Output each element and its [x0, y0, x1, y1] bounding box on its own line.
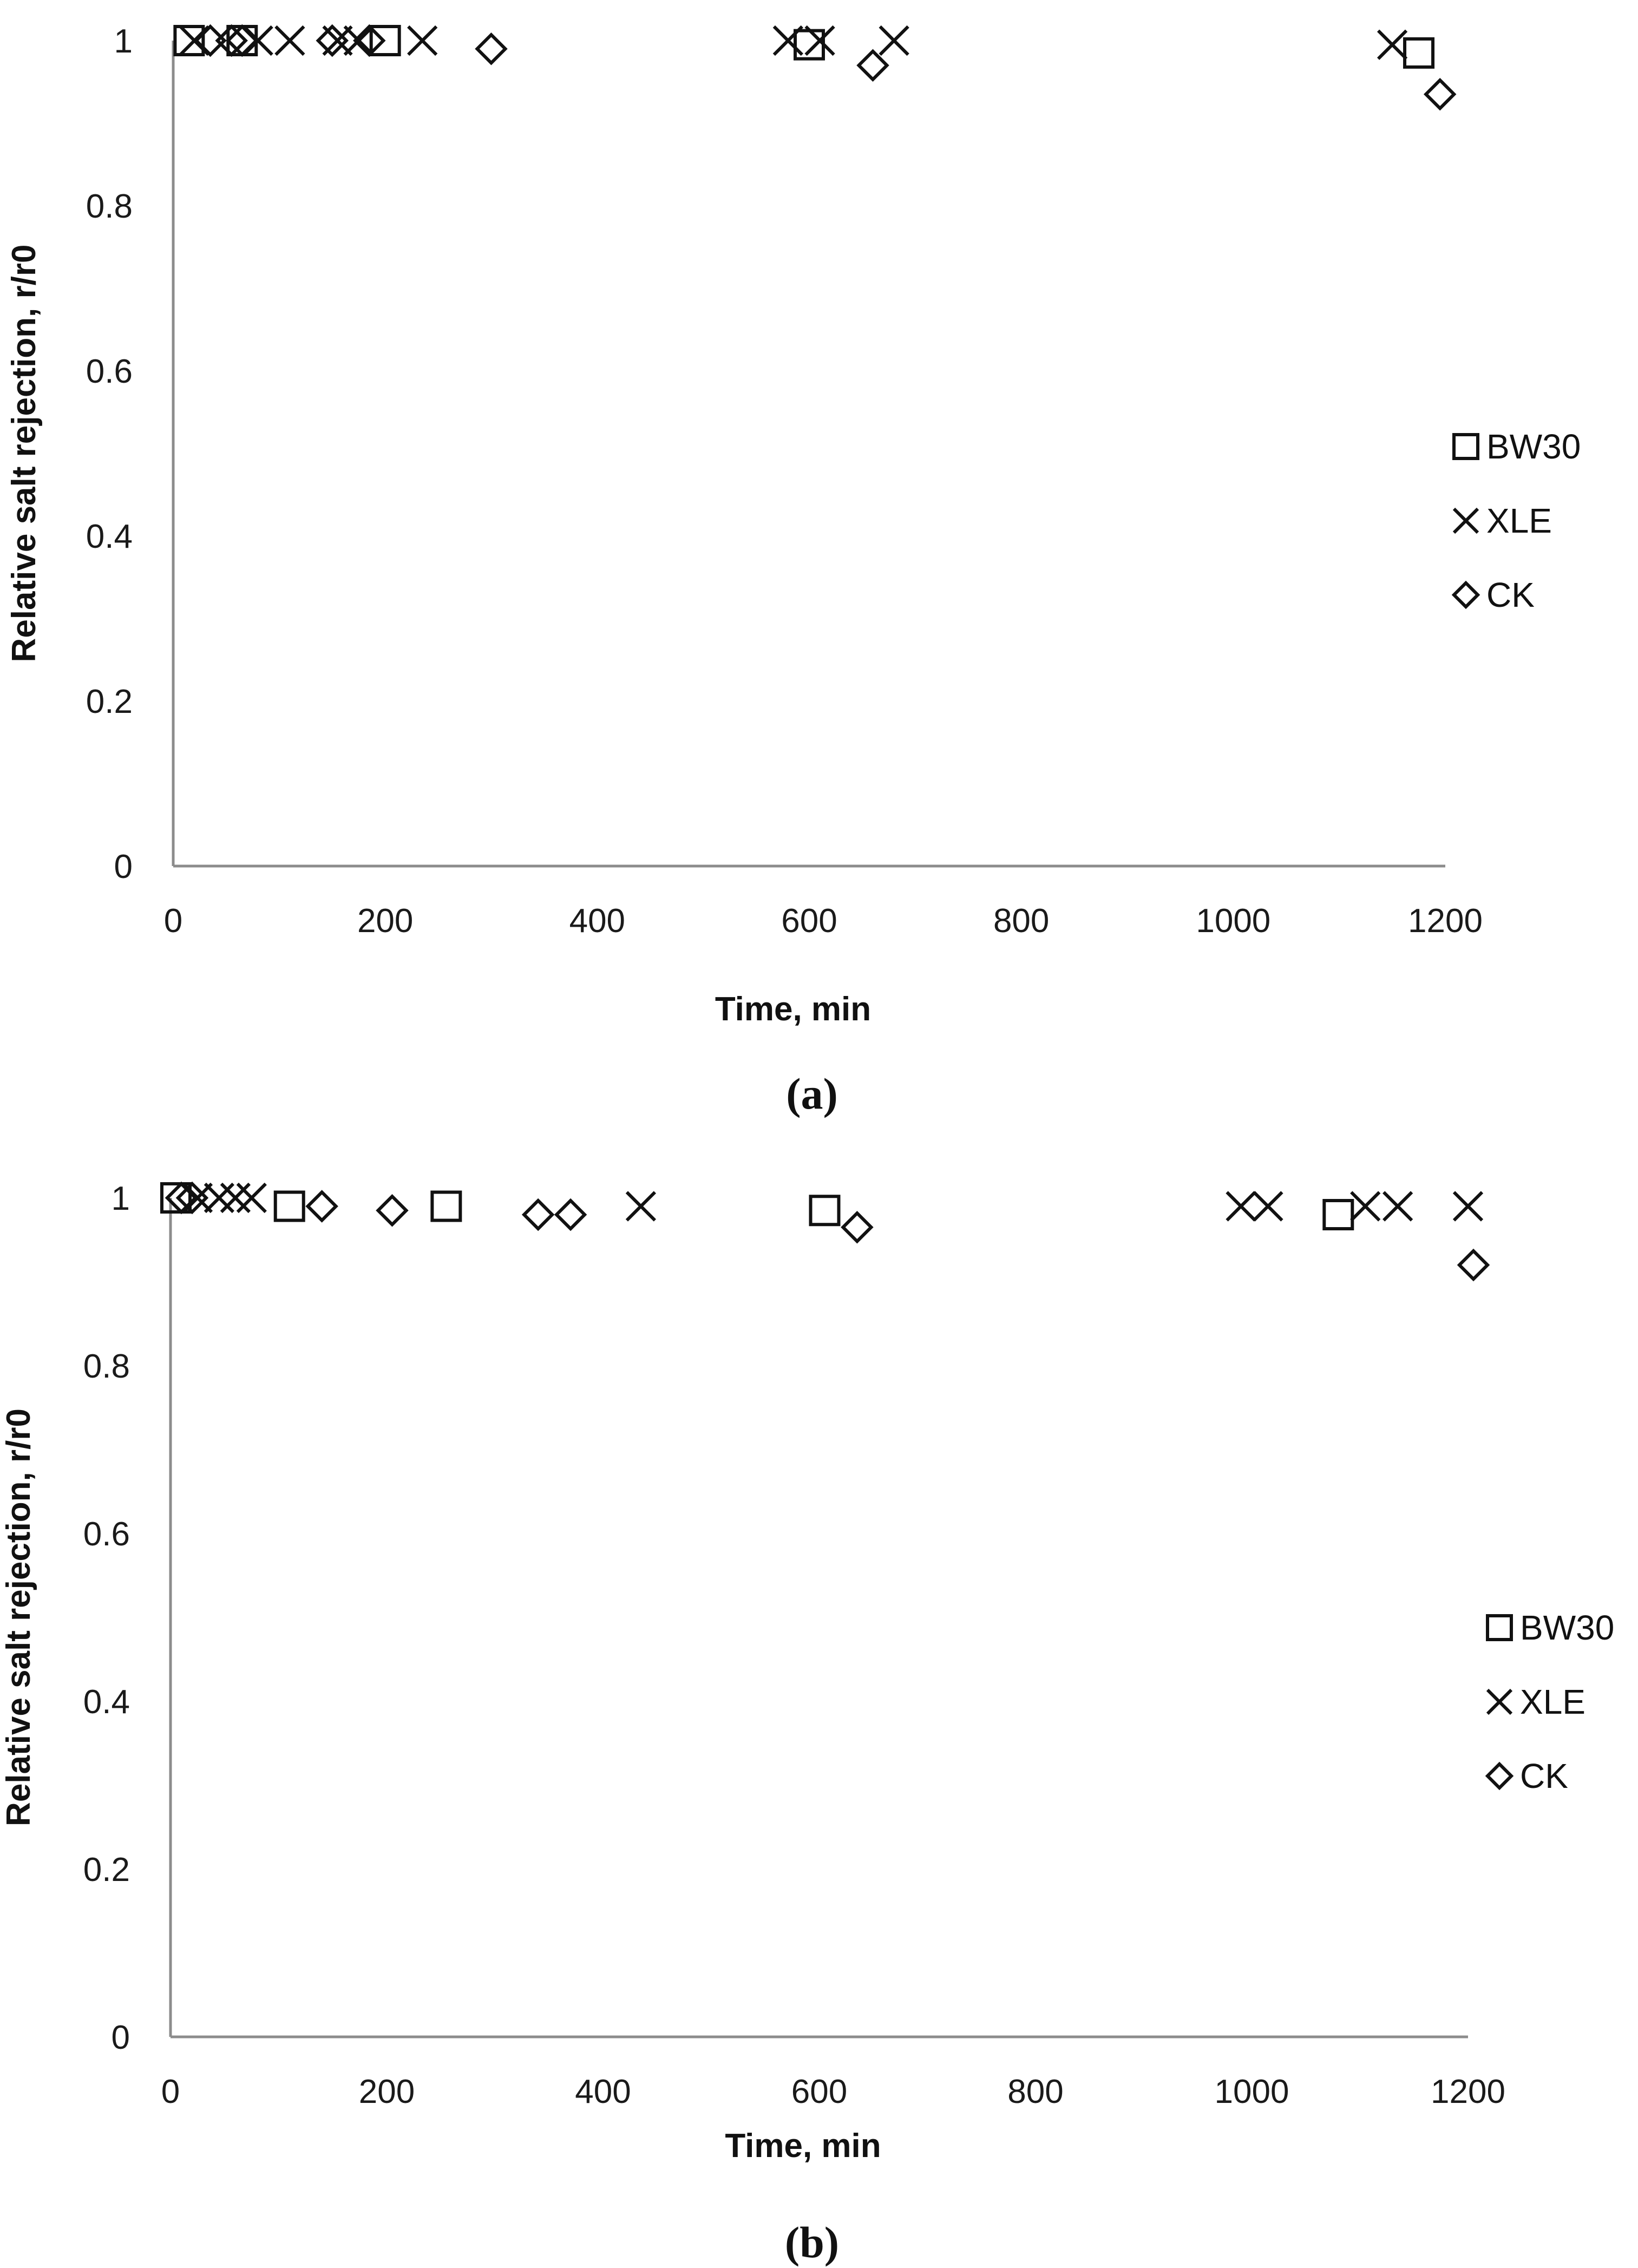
data-point-ck — [194, 24, 227, 57]
data-point-bw30 — [809, 1195, 841, 1227]
data-point-ck — [215, 24, 248, 57]
x-tick-label: 600 — [791, 2073, 847, 2110]
data-point-ck — [856, 49, 889, 82]
legend-label: BW30 — [1486, 427, 1581, 466]
y-tick-label: 0.2 — [83, 1851, 130, 1889]
x-tick-label: 400 — [569, 902, 625, 940]
data-point-ck — [841, 1211, 874, 1244]
panel-label: (a) — [786, 1069, 838, 1118]
data-point-xle — [1377, 29, 1408, 60]
data-point-bw30 — [794, 29, 825, 61]
legend-label: CK — [1486, 575, 1535, 614]
data-point-xle — [1452, 1191, 1484, 1222]
x-tick-label: 1000 — [1196, 902, 1270, 940]
x-tick-label: 0 — [161, 2073, 180, 2110]
data-point-ck — [1423, 77, 1457, 111]
x-tick-label: 200 — [359, 2073, 415, 2110]
x-axis-title: Time, min — [725, 2127, 881, 2165]
x-tick-label: 1200 — [1431, 2073, 1505, 2110]
legend-label: XLE — [1486, 501, 1552, 540]
x-tick-label: 1200 — [1408, 902, 1483, 940]
data-point-xle — [204, 1182, 235, 1214]
data-point-ck — [554, 1198, 587, 1231]
data-point-bw30 — [1322, 1199, 1354, 1230]
legend-diamond-icon — [1451, 580, 1480, 609]
y-tick-label: 0.4 — [83, 1683, 130, 1721]
data-point-xle — [343, 25, 374, 56]
data-point-ck — [376, 1194, 409, 1227]
data-point-xle — [625, 1191, 657, 1222]
data-point-xle — [236, 1182, 267, 1214]
y-tick-label: 1 — [114, 23, 133, 60]
data-point-ck — [521, 1198, 555, 1231]
x-tick-label: 600 — [781, 902, 837, 940]
x-tick-label: 400 — [575, 2073, 631, 2110]
y-tick-label: 0 — [114, 848, 133, 886]
legend-square-icon — [1452, 433, 1479, 460]
y-tick-label: 1 — [112, 1180, 130, 1217]
x-axis-title: Time, min — [715, 991, 871, 1028]
legend-label: BW30 — [1520, 1608, 1614, 1647]
x-tick-label: 1000 — [1215, 2073, 1289, 2110]
data-point-xle — [274, 25, 305, 56]
y-axis-title: Relative salt rejection, r/r0 — [0, 1408, 37, 1826]
data-point-bw30 — [160, 1182, 192, 1214]
y-tick-label: 0 — [112, 2019, 130, 2056]
data-point-ck — [1457, 1248, 1490, 1282]
y-tick-label: 0.4 — [86, 518, 133, 555]
data-point-ck — [226, 24, 259, 57]
legend-x-icon — [1452, 507, 1479, 534]
legend-diamond-icon — [1485, 1761, 1514, 1791]
data-point-ck — [475, 32, 508, 65]
y-tick-label: 0.6 — [86, 353, 133, 390]
data-point-xle — [407, 25, 438, 56]
legend-x-icon — [1486, 1688, 1513, 1715]
data-point-bw30 — [226, 25, 258, 56]
data-point-bw30 — [273, 1190, 305, 1222]
data-point-xle — [1383, 1191, 1413, 1222]
data-point-bw30 — [369, 25, 401, 56]
data-point-bw30 — [173, 25, 205, 56]
x-tick-label: 200 — [357, 902, 413, 940]
legend-square-icon — [1486, 1614, 1513, 1641]
y-tick-label: 0.8 — [83, 1348, 130, 1385]
data-point-ck — [353, 24, 386, 57]
data-point-xle — [1226, 1191, 1256, 1222]
data-point-bw30 — [1403, 37, 1435, 69]
data-point-xle — [772, 25, 803, 56]
chart-panel-a: 0 0.2 0.4 0.6 0.8 1 0 200 400 600 800 1000 1200 Time,… — [5, 23, 1581, 1118]
y-tick-label: 0.8 — [86, 188, 133, 225]
y-tick-label: 0.6 — [83, 1516, 130, 1553]
x-tick-label: 800 — [993, 902, 1049, 940]
y-tick-label: 0.2 — [86, 683, 133, 720]
data-point-ck — [316, 24, 349, 57]
data-point-ck — [305, 1190, 338, 1223]
data-point-xle — [1350, 1191, 1381, 1222]
data-point-xle — [804, 25, 835, 56]
data-point-xle — [1253, 1191, 1283, 1222]
data-point-ck — [165, 1181, 198, 1215]
y-axis-title: Relative salt rejection, r/r0 — [5, 245, 43, 663]
data-point-xle — [220, 1182, 251, 1214]
data-point-bw30 — [430, 1190, 462, 1222]
x-tick-label: 0 — [164, 902, 182, 940]
chart-panel-b: 0 0.2 0.4 0.6 0.8 1 0 200 400 600 800 1000 1200 Time,… — [0, 1180, 1614, 2267]
legend-label: CK — [1520, 1756, 1568, 1795]
x-tick-label: 800 — [1007, 2073, 1063, 2110]
data-point-xle — [879, 25, 909, 56]
panel-label: (b) — [785, 2218, 839, 2267]
data-point-ck — [175, 1181, 209, 1215]
legend-label: XLE — [1520, 1682, 1585, 1721]
